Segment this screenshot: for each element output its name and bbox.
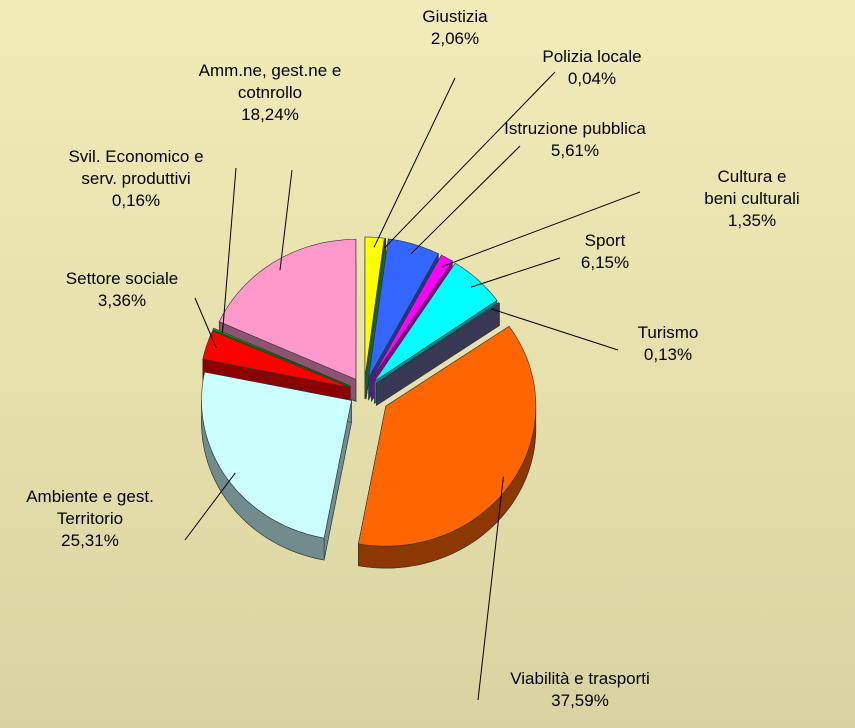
slice-top: [212, 327, 351, 387]
leader-line: [184, 472, 236, 541]
slice-top: [202, 330, 350, 388]
category-label: Ambiente e gest. Territorio: [26, 487, 154, 528]
slice-label: Sport 6,15%: [581, 230, 629, 274]
category-label: Sport: [584, 231, 626, 250]
slice-label: Cultura e beni culturali 1,35%: [701, 166, 804, 232]
value-label: 1,35%: [727, 211, 777, 230]
slice-top: [374, 262, 498, 382]
slice-label: Svil. Economico e serv. produttivi 0,16%: [68, 146, 203, 212]
leader-line: [410, 145, 521, 255]
slice: [365, 238, 387, 400]
slice-top: [358, 325, 537, 547]
leader-line: [441, 191, 641, 268]
slice-label: Istruzione pubblica 5,61%: [504, 118, 646, 162]
value-label: 18,24%: [241, 105, 299, 124]
slice-top: [364, 236, 385, 378]
slice: [358, 325, 537, 569]
leader-line: [383, 71, 556, 249]
category-label: Amm.ne, gest.ne e cotnrollo: [198, 61, 342, 102]
value-label: 37,59%: [551, 691, 609, 710]
category-label: Polizia locale: [542, 47, 642, 66]
value-label: 5,61%: [550, 141, 600, 160]
leader-line: [490, 308, 619, 351]
leader-line: [470, 257, 561, 288]
slice-top: [201, 371, 352, 539]
leader-line: [194, 297, 217, 349]
leader-line: [222, 167, 237, 333]
slice-label: Ambiente e gest. Territorio 25,31%: [26, 486, 154, 552]
slice-label: Turismo 0,13%: [638, 322, 699, 366]
slice-top: [368, 238, 439, 378]
category-label: Giustizia: [422, 7, 488, 26]
value-label: 6,15%: [580, 253, 630, 272]
slice-label: Polizia locale 0,04%: [542, 46, 641, 90]
slice: [201, 371, 352, 561]
value-label: 25,31%: [61, 531, 119, 550]
category-label: Istruzione pubblica: [504, 119, 646, 138]
leader-line: [279, 169, 293, 271]
slice-label: Settore sociale 3,36%: [66, 268, 178, 312]
slice-label: Amm.ne, gest.ne e cotnrollo 18,24%: [199, 60, 342, 126]
category-label: Viabilità e trasporti: [510, 669, 650, 688]
slice-label: Giustizia 2,06%: [422, 6, 487, 50]
value-label: 0,13%: [643, 345, 693, 364]
slice-label: Viabilità e trasporti 37,59%: [510, 668, 650, 712]
category-label: Svil. Economico e serv. produttivi: [68, 147, 204, 188]
slice-top: [218, 239, 357, 380]
slice: [376, 302, 500, 406]
category-label: Cultura e beni culturali: [704, 167, 800, 208]
category-label: Settore sociale: [65, 269, 179, 288]
slice-top: [376, 302, 500, 384]
leader-line: [477, 476, 504, 701]
value-label: 3,36%: [97, 291, 147, 310]
slice-top: [365, 238, 387, 378]
slice-top: [371, 254, 453, 380]
category-label: Turismo: [637, 323, 699, 342]
leader-line: [373, 77, 456, 248]
value-label: 2,06%: [430, 29, 480, 48]
value-label: 0,16%: [111, 191, 161, 210]
value-label: 0,04%: [567, 69, 617, 88]
